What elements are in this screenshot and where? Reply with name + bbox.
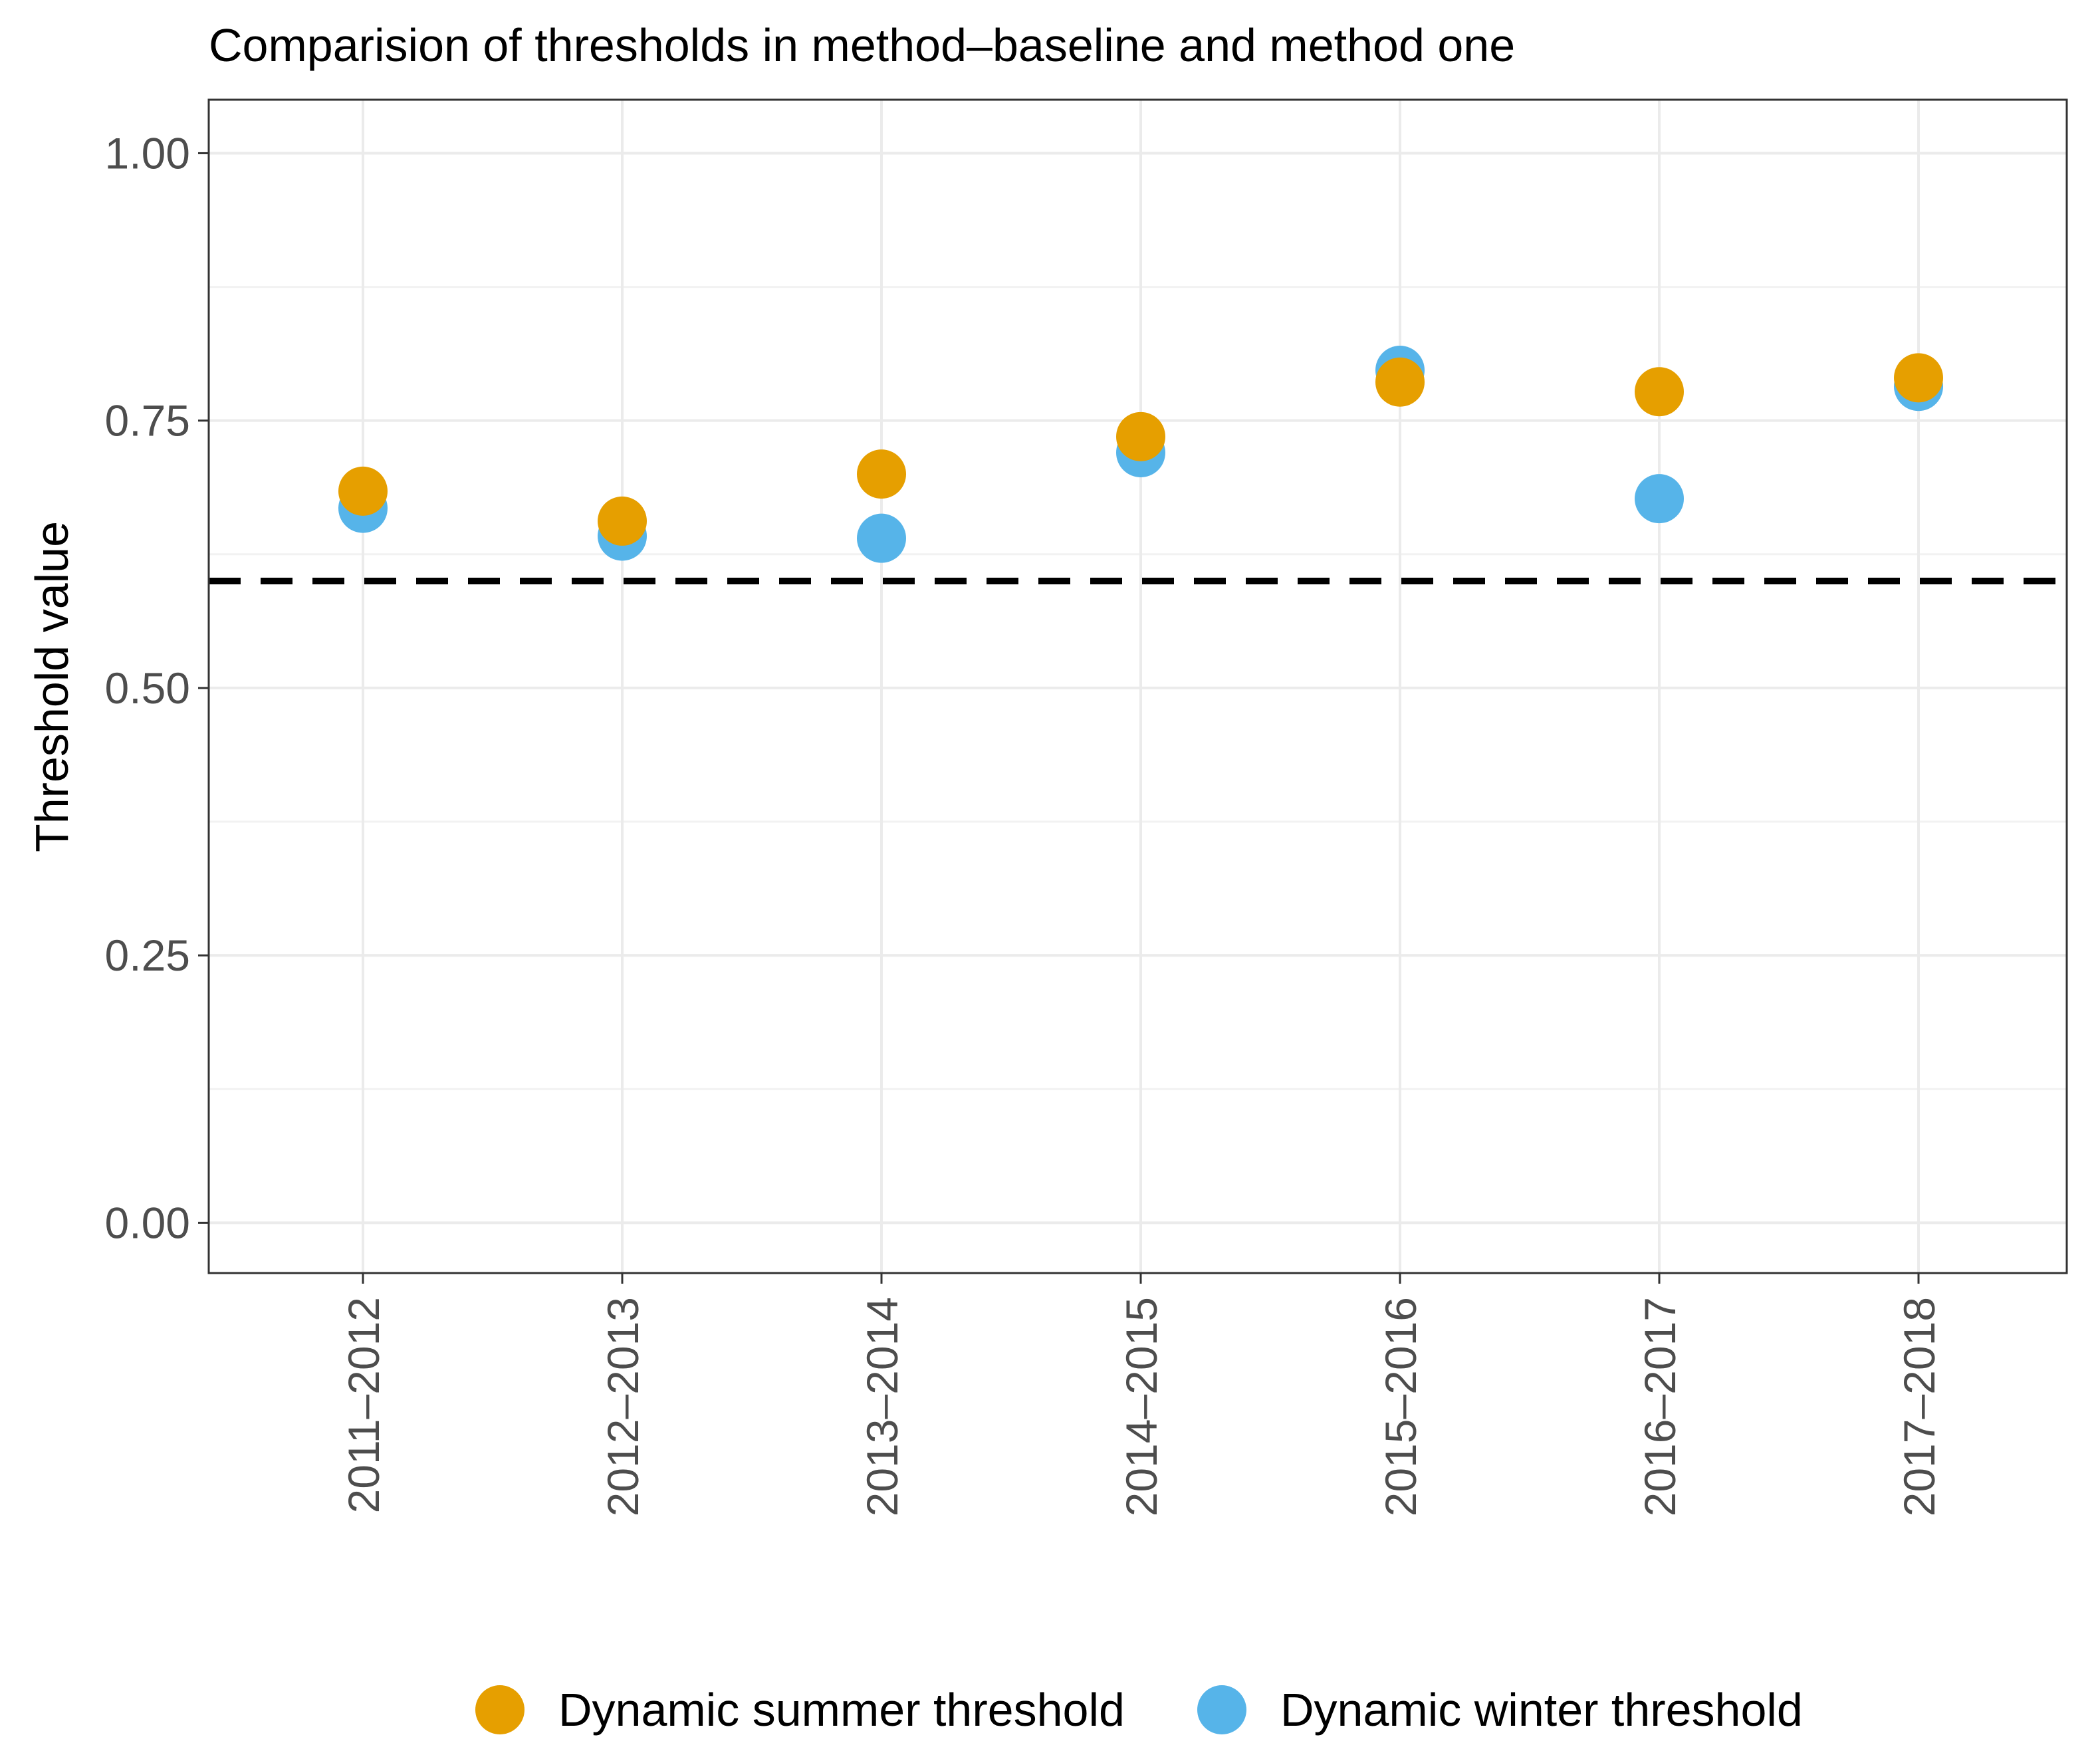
point-dynamic-summer-threshold [1116,411,1165,461]
legend-key [475,1685,525,1734]
y-tick-label: 0.00 [105,1198,190,1247]
legend-key [1197,1685,1246,1734]
plot-panel-background [209,100,2067,1273]
point-dynamic-winter-threshold [1635,474,1684,524]
legend-label: Dynamic winter threshold [1280,1684,1803,1736]
x-axis: 2011–2012 2012–2013 2013–2014 2014–2015 2015… [339,1273,1944,1516]
point-dynamic-summer-threshold [1375,357,1425,407]
point-dynamic-summer-threshold [598,496,647,546]
y-tick-label: 0.50 [105,663,190,713]
x-tick-label: 2013–2014 [858,1297,907,1516]
x-tick-label: 2015–2016 [1376,1297,1425,1516]
chart-title: Comparision of thresholds in method–base… [209,19,1515,71]
x-tick-label: 2012–2013 [598,1297,647,1516]
x-tick-label: 2011–2012 [339,1297,388,1513]
point-dynamic-summer-threshold [1635,367,1684,417]
point-dynamic-winter-threshold [857,513,906,563]
y-axis-title: Threshold value [26,521,78,852]
data-points [338,346,1943,563]
y-axis: 0.00 0.25 0.50 0.75 1.00 [105,128,209,1247]
grid-major [209,100,2067,1273]
x-tick-label: 2017–2018 [1895,1297,1944,1516]
grid-minor [209,286,2067,1090]
y-tick-label: 0.75 [105,396,190,445]
x-tick-label: 2014–2015 [1117,1297,1166,1516]
y-tick-label: 0.25 [105,931,190,980]
legend: Dynamic summer threshold Dynamic winter t… [475,1684,1803,1736]
point-dynamic-summer-threshold [857,449,906,499]
point-dynamic-summer-threshold [1894,353,1943,403]
y-tick-label: 1.00 [105,128,190,177]
x-tick-label: 2016–2017 [1635,1297,1685,1516]
point-dynamic-summer-threshold [338,466,388,516]
plot-panel-border [207,98,2068,1274]
legend-label: Dynamic summer threshold [558,1684,1125,1736]
